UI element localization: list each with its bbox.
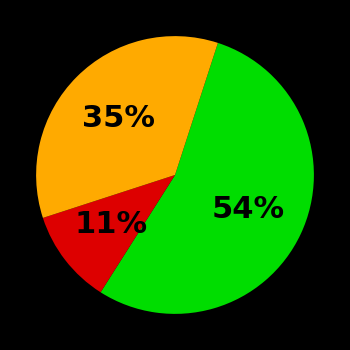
Wedge shape xyxy=(43,175,175,292)
Text: 54%: 54% xyxy=(211,195,285,224)
Text: 35%: 35% xyxy=(82,104,155,133)
Text: 11%: 11% xyxy=(75,210,148,239)
Wedge shape xyxy=(36,36,218,218)
Wedge shape xyxy=(100,43,314,314)
